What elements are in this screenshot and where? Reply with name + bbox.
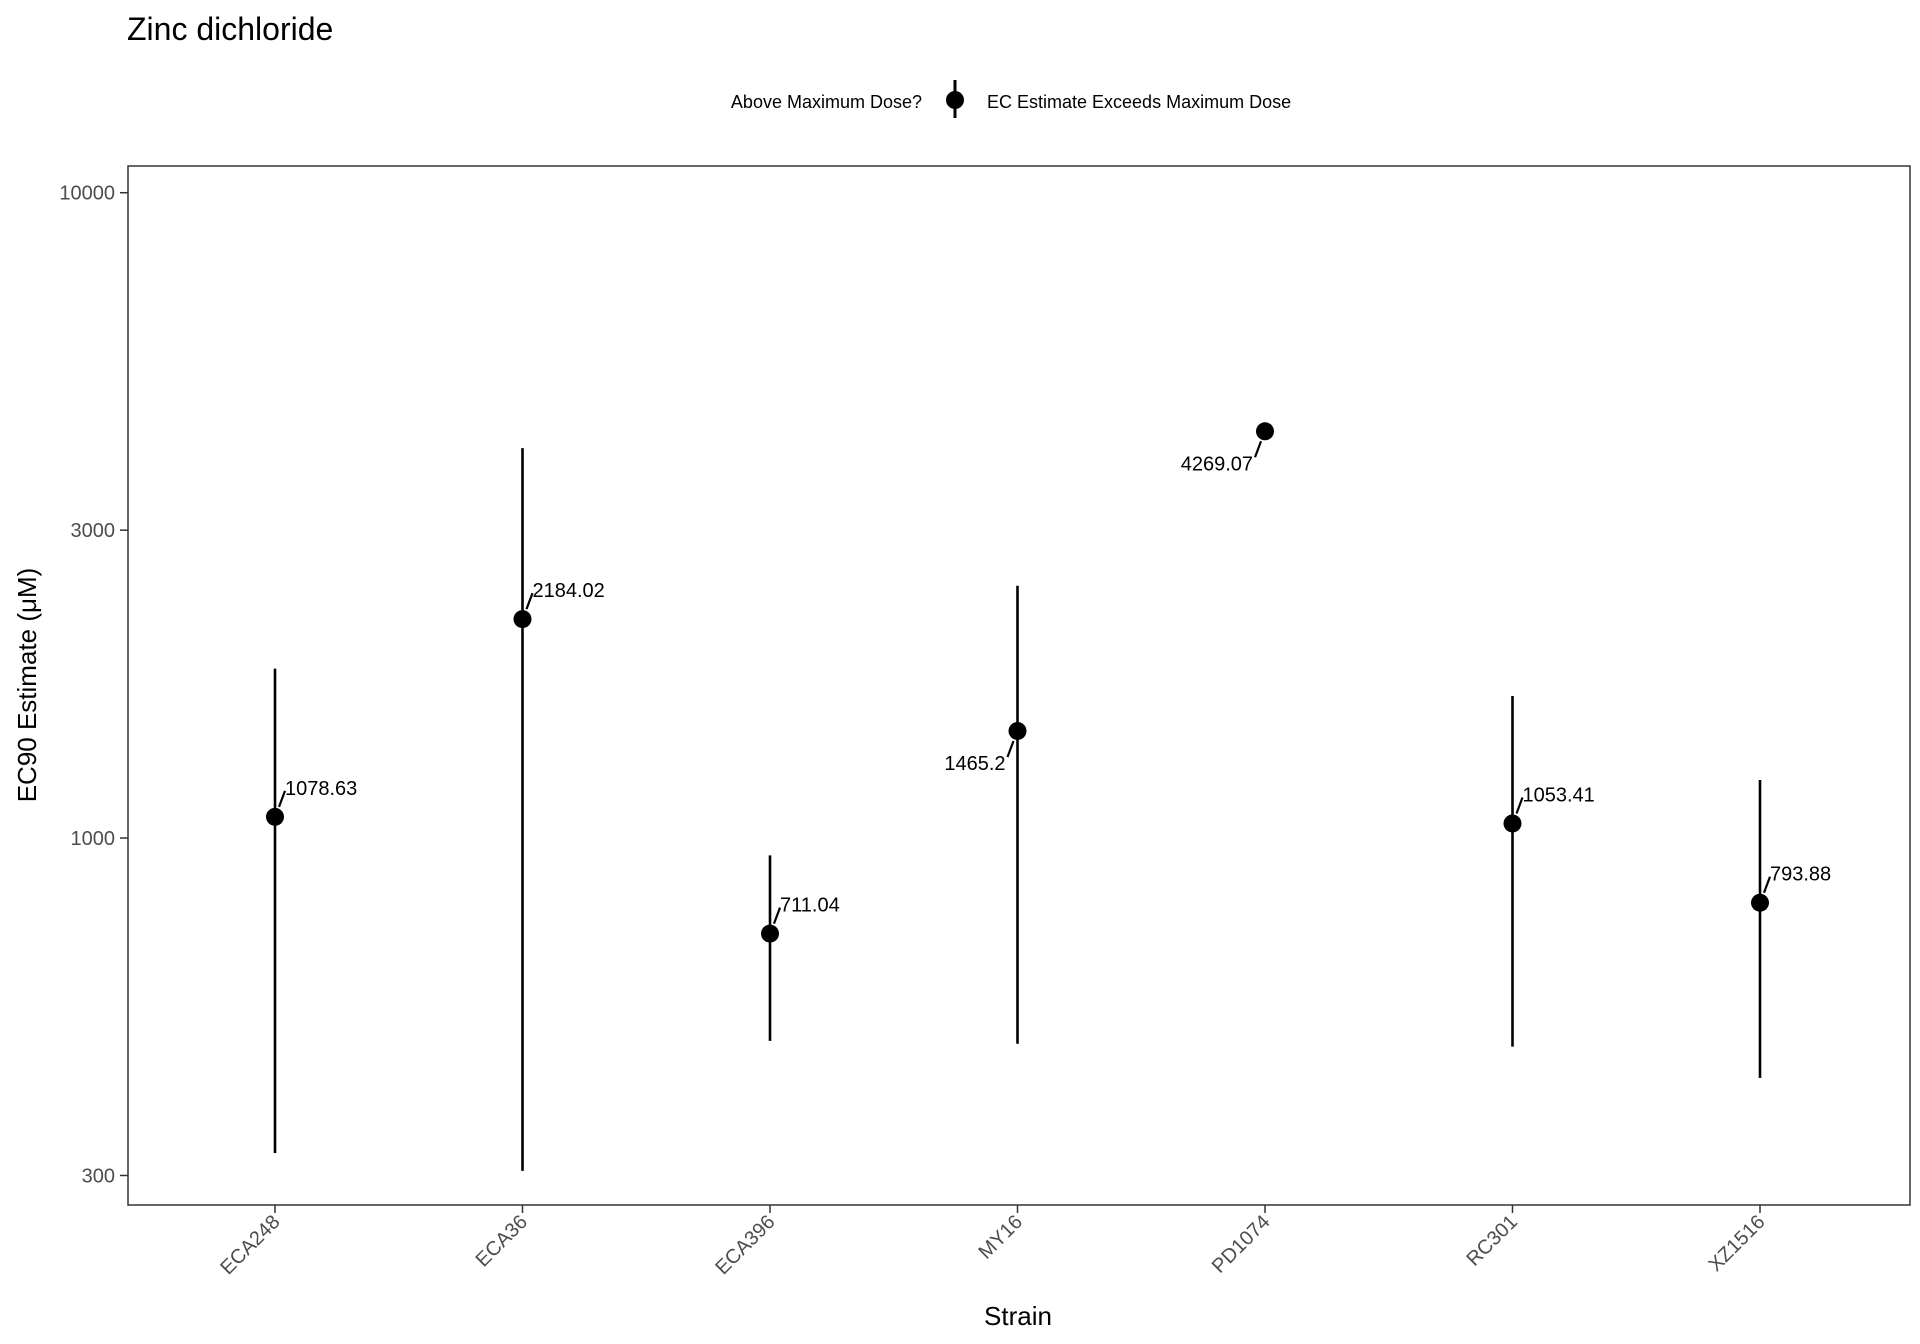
label-leader [277,790,287,808]
x-axis: ECA248 ECA36 ECA396 MY16 PD1074 RC301 XZ1516 [216,1205,1770,1279]
label-leader [772,907,782,925]
legend-title: Above Maximum Dose? [731,92,922,112]
data-point [1008,721,1027,740]
x-axis-title: Strain [984,1301,1052,1331]
x-tick-label: XZ1516 [1704,1211,1769,1276]
data-point [761,924,779,943]
label-leader [1762,876,1772,894]
data-label: 793.88 [1770,864,1831,886]
label-leader [1006,740,1015,758]
data-point [1751,893,1769,912]
y-axis-title: EC90 Estimate (μM) [12,568,42,803]
legend-key-point [946,91,964,109]
data-label: 1053.41 [1523,784,1595,806]
y-tick-label: 3000 [71,520,116,542]
data-point [1256,422,1274,441]
data-label: 2184.02 [533,580,605,602]
label-leader [1253,440,1263,458]
data-label: 711.04 [780,895,840,917]
data-label: 1465.2 [944,753,1005,775]
y-axis: 300 1000 3000 10000 [59,183,128,1187]
x-tick-label: PD1074 [1208,1211,1275,1278]
label-leader [1515,797,1524,814]
data-point [266,807,284,826]
label-leader [525,592,534,610]
data-label: 1078.63 [285,778,357,800]
x-tick-label: RC301 [1462,1211,1522,1271]
data-label: 4269.07 [1181,453,1253,475]
y-tick-label: 1000 [71,828,116,850]
x-tick-label: MY16 [975,1211,1028,1264]
x-tick-label: ECA396 [711,1211,779,1279]
legend-entry: EC Estimate Exceeds Maximum Dose [987,92,1291,112]
data-point [513,610,532,629]
chart-title: Zinc dichloride [127,11,333,47]
x-tick-label: ECA248 [216,1211,284,1279]
y-tick-label: 10000 [59,183,115,205]
y-tick-label: 300 [82,1165,115,1187]
x-tick-label: ECA36 [472,1211,532,1271]
data-point [1503,814,1522,833]
data-series: 1078.63 2184.02 711.04 1465.2 4269.07 1053.41… [266,422,1831,1171]
legend: Above Maximum Dose? EC Estimate Exceeds … [731,80,1291,118]
plot-panel [127,165,1911,1206]
